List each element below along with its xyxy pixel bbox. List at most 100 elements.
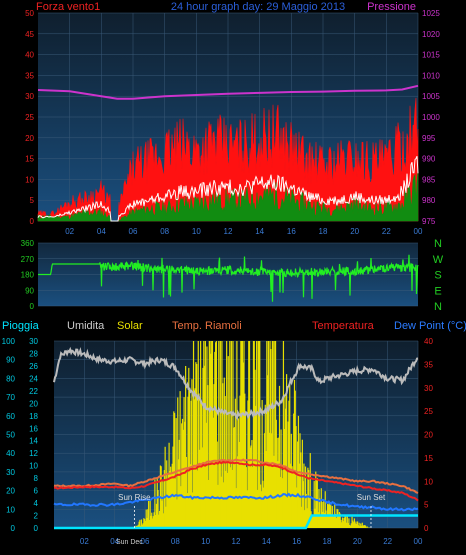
compass-label: S [434, 270, 441, 282]
bottom-left-tick-label: 60 [6, 412, 15, 421]
series-wind-gust [37, 97, 419, 222]
bottom-right-tick-label: 30 [424, 384, 433, 393]
bottom-right-tick-label: 15 [424, 454, 433, 463]
top-right-tick-label: 995 [422, 134, 436, 143]
label-rain: Pioggia [2, 320, 40, 332]
mid-left-tick-label: 90 [25, 286, 34, 295]
mid-left-tick-label: 180 [21, 271, 35, 280]
bottom-solar-tick-label: 8 [34, 474, 39, 483]
top-x-tick-label: 16 [287, 227, 296, 236]
bottom-right-tick-label: 40 [424, 337, 433, 346]
bottom-solar-tick-label: 26 [29, 362, 38, 371]
top-right-tick-label: 1015 [422, 51, 440, 60]
sunset-label: Sun Set [357, 493, 386, 502]
compass-label: N [434, 238, 442, 250]
top-x-tick-label: 20 [350, 227, 359, 236]
bottom-left-tick-label: 80 [6, 374, 15, 383]
top-right-tick-label: 1025 [422, 9, 440, 18]
series-dew-point [53, 492, 419, 512]
bottom-left-tick-label: 100 [2, 337, 16, 346]
top-x-tick-label: 08 [160, 227, 169, 236]
chart-title: 24 hour graph day: 29 Maggio 2013 [171, 1, 345, 13]
bottom-left-tick-label: 0 [11, 524, 16, 533]
bottom-right-tick-label: 5 [424, 501, 429, 510]
bottom-solar-tick-label: 4 [34, 499, 39, 508]
top-left-tick-label: 5 [30, 196, 35, 205]
compass-label: N [434, 301, 442, 313]
top-left-tick-label: 50 [25, 9, 34, 18]
bottom-x-tick-label: 18 [323, 537, 332, 546]
bottom-x-tick-label: 12 [232, 537, 241, 546]
top-left-tick-label: 30 [25, 92, 34, 101]
series-temp-riamoli [53, 458, 419, 494]
series-rain [54, 514, 418, 530]
bottom-solar-tick-label: 6 [34, 487, 39, 496]
top-left-tick-label: 20 [25, 134, 34, 143]
bottom-x-tick-label: 00 [414, 537, 423, 546]
top-right-tick-label: 985 [422, 175, 436, 184]
bottom-left-tick-label: 40 [6, 449, 15, 458]
label-humidity: Umidita [67, 320, 105, 332]
top-x-tick-label: 10 [192, 227, 201, 236]
series-wind-direction [38, 254, 419, 302]
bottom-x-tick-label: 08 [171, 537, 180, 546]
bottom-solar-tick-label: 22 [29, 387, 38, 396]
bottom-solar-tick-label: 10 [29, 462, 38, 471]
top-x-tick-label: 14 [255, 227, 264, 236]
bottom-solar-tick-label: 18 [29, 412, 38, 421]
bottom-left-tick-label: 70 [6, 393, 15, 402]
top-x-tick-label: 18 [319, 227, 328, 236]
top-right-tick-label: 975 [422, 217, 436, 226]
top-x-tick-label: 00 [414, 227, 423, 236]
top-left-tick-label: 25 [25, 113, 34, 122]
bottom-solar-tick-label: 16 [29, 424, 38, 433]
top-left-tick-label: 10 [25, 175, 34, 184]
bottom-left-tick-label: 90 [6, 356, 15, 365]
top-x-tick-label: 06 [129, 227, 138, 236]
series-wind-avg [37, 156, 419, 222]
bottom-right-tick-label: 35 [424, 360, 433, 369]
right-axis-title-pressure: Pressione [367, 1, 416, 13]
bottom-solar-tick-label: 14 [29, 437, 38, 446]
sun-dec-label: Sun Dec [116, 539, 143, 546]
bottom-x-tick-label: 20 [353, 537, 362, 546]
top-right-tick-label: 1010 [422, 71, 440, 80]
top-left-tick-label: 15 [25, 155, 34, 164]
bottom-right-tick-label: 25 [424, 407, 433, 416]
bottom-x-tick-label: 14 [262, 537, 271, 546]
series-wind-speed [37, 169, 419, 222]
bottom-solar-tick-label: 0 [34, 524, 39, 533]
bottom-x-tick-label: 06 [141, 537, 150, 546]
bottom-solar-tick-label: 30 [29, 337, 38, 346]
bottom-left-tick-label: 30 [6, 468, 15, 477]
top-left-tick-label: 45 [25, 30, 34, 39]
bottom-right-tick-label: 10 [424, 477, 433, 486]
series-pressure [37, 84, 419, 100]
mid-left-tick-label: 360 [21, 239, 35, 248]
bottom-solar-tick-label: 2 [34, 512, 39, 521]
label-temperature: Temperatura [312, 320, 375, 332]
compass-label: E [434, 285, 441, 297]
bottom-x-tick-label: 04 [110, 537, 119, 546]
top-right-tick-label: 990 [422, 155, 436, 164]
compass-label: W [433, 254, 444, 266]
bottom-x-tick-label: 02 [80, 537, 89, 546]
top-right-tick-label: 980 [422, 196, 436, 205]
mid-left-tick-label: 270 [21, 255, 35, 264]
label-solar: Solar [117, 320, 143, 332]
label-dew-point: Dew Point (°C) [394, 320, 466, 332]
mid-left-tick-label: 0 [30, 302, 35, 311]
top-x-tick-label: 04 [97, 227, 106, 236]
bottom-x-tick-label: 16 [292, 537, 301, 546]
bottom-right-tick-label: 0 [424, 524, 429, 533]
top-right-tick-label: 1020 [422, 30, 440, 39]
bottom-right-tick-label: 20 [424, 431, 433, 440]
bottom-solar-tick-label: 28 [29, 349, 38, 358]
sunrise-label: Sun Rise [118, 493, 151, 502]
top-right-tick-label: 1005 [422, 92, 440, 101]
top-x-tick-label: 12 [224, 227, 233, 236]
left-axis-title-wind: Forza vento1 [36, 1, 100, 13]
top-x-tick-label: 02 [65, 227, 74, 236]
